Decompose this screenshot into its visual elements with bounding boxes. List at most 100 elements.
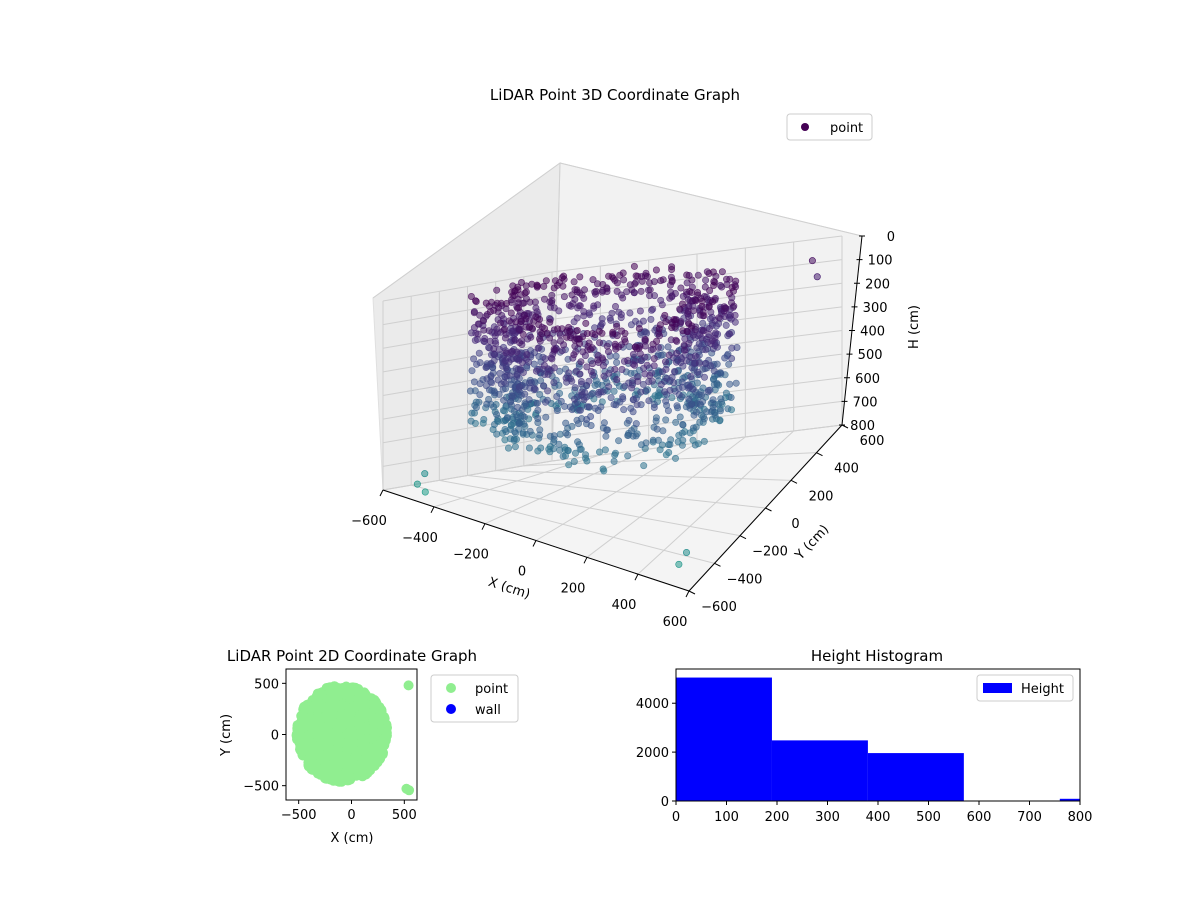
point-3d <box>679 420 687 428</box>
point-2d <box>371 697 381 708</box>
point-3d <box>550 432 558 440</box>
x-tick-label-histogram: 100 <box>714 810 739 825</box>
point-3d <box>493 430 501 438</box>
point-3d <box>554 325 562 333</box>
point-2d <box>336 699 347 710</box>
point-3d <box>661 311 669 319</box>
point-3d <box>637 287 645 295</box>
point-3d <box>601 446 609 454</box>
point-3d <box>728 344 736 352</box>
point-3d <box>534 344 542 352</box>
point-3d <box>468 409 476 417</box>
point-3d <box>600 419 608 427</box>
point-3d <box>709 375 717 383</box>
point-3d-outlier <box>413 480 421 488</box>
point-3d <box>467 292 475 300</box>
point-3d <box>683 271 691 279</box>
point-3d <box>633 401 641 409</box>
point-2d <box>341 753 352 764</box>
point-3d <box>613 279 621 287</box>
point-3d <box>620 276 628 284</box>
point-3d <box>585 377 593 385</box>
point-3d <box>548 355 556 363</box>
histogram-bar <box>771 740 868 801</box>
point-2d <box>344 730 355 741</box>
y-tick-3d <box>790 479 798 484</box>
point-3d <box>523 351 531 359</box>
point-3d <box>672 336 680 344</box>
point-3d <box>716 281 724 289</box>
point-3d <box>728 283 736 291</box>
point-3d <box>470 355 478 363</box>
point-3d <box>475 349 483 357</box>
point-3d <box>496 319 504 327</box>
point-3d <box>703 408 711 416</box>
point-3d <box>666 441 674 449</box>
point-3d <box>678 429 686 437</box>
point-3d <box>471 297 479 305</box>
point-3d <box>585 339 593 347</box>
point-3d <box>599 280 607 288</box>
point-3d <box>642 269 650 277</box>
y-tick-label-histogram: 4000 <box>636 697 669 712</box>
point-3d <box>659 427 667 435</box>
point-2d <box>332 745 343 756</box>
points-2d-group <box>291 680 415 796</box>
point-2d <box>299 701 310 712</box>
x-axis-label-2d: X (cm) <box>331 831 374 846</box>
plot-histogram: Height Histogram 0 100 200 300 400 500 600 700 8… <box>636 647 1093 825</box>
point-3d <box>583 457 591 465</box>
point-3d <box>629 395 637 403</box>
point-3d <box>556 446 564 454</box>
x-tick-label-3d: −600 <box>351 514 387 529</box>
histogram-bar <box>867 753 964 801</box>
point-3d <box>619 269 627 277</box>
point-3d <box>722 321 730 329</box>
point-3d <box>586 345 594 353</box>
z-tick-label-3d: 0 <box>887 230 895 245</box>
point-3d <box>502 428 510 436</box>
point-3d <box>558 347 566 355</box>
z-tick-label-3d: 200 <box>865 277 890 292</box>
point-3d <box>507 355 515 363</box>
point-3d <box>619 294 627 302</box>
point-3d <box>532 304 540 312</box>
point-3d <box>608 309 616 317</box>
x-ticks-2d: −500 0 500 <box>281 800 417 823</box>
point-3d <box>650 362 658 370</box>
point-2d <box>332 732 343 743</box>
point-3d <box>611 449 619 457</box>
point-3d <box>643 361 651 369</box>
y-tick-label-3d: −400 <box>727 572 763 587</box>
point-3d <box>515 420 523 428</box>
point-3d <box>591 404 599 412</box>
point-3d <box>613 376 621 384</box>
point-3d <box>619 393 627 401</box>
x-tick-label-histogram: 400 <box>866 810 891 825</box>
point-3d-outlier <box>421 488 429 496</box>
points-2d <box>291 680 415 796</box>
point-3d <box>474 320 482 328</box>
point-2d <box>360 699 371 710</box>
point-3d <box>470 378 478 386</box>
point-3d <box>495 345 503 353</box>
point-3d <box>483 400 491 408</box>
point-2d <box>314 718 325 729</box>
x-tick-label-histogram: 0 <box>672 810 680 825</box>
point-3d <box>658 441 666 449</box>
point-3d <box>533 281 541 289</box>
point-3d <box>546 318 554 326</box>
point-3d <box>571 336 579 344</box>
point-3d <box>620 406 628 414</box>
point-3d <box>526 323 534 331</box>
point-3d <box>493 286 501 294</box>
y-tick-label-3d: 400 <box>834 462 859 477</box>
point-3d <box>514 403 522 411</box>
point-3d <box>662 397 670 405</box>
point-3d <box>587 367 595 375</box>
y-tick-3d <box>688 590 696 595</box>
point-2d <box>311 741 322 752</box>
point-3d <box>629 408 637 416</box>
point-3d <box>595 339 603 347</box>
z-tick-label-3d: 600 <box>855 372 880 387</box>
